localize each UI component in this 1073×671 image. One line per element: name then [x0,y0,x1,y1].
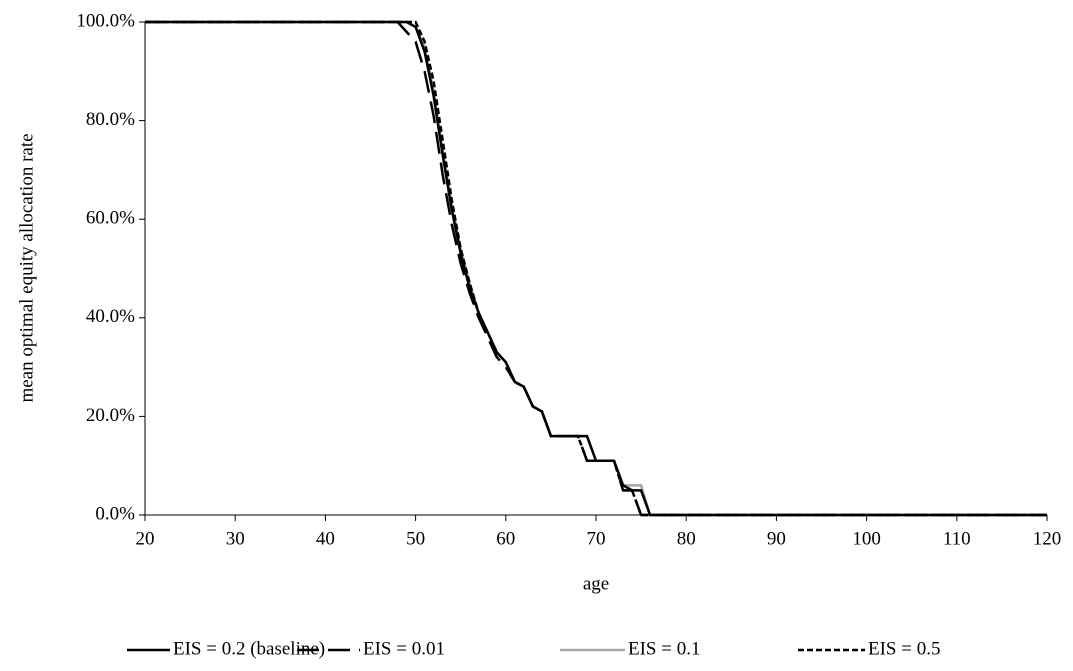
series-line [145,20,1047,517]
x-tick-label: 40 [316,528,335,549]
series-line [145,20,1047,517]
x-tick-label: 110 [943,528,971,549]
x-tick-label: 20 [136,528,155,549]
x-tick-label: 60 [496,528,515,549]
x-tick-label: 80 [677,528,696,549]
x-tick-label: 50 [406,528,425,549]
y-tick-label: 60.0% [86,208,135,229]
legend-label: EIS = 0.1 [628,638,700,659]
series-line [145,20,1047,517]
x-tick-label: 100 [852,528,881,549]
y-tick-label: 0.0% [95,503,135,524]
x-tick-label: 120 [1033,528,1062,549]
legend-label: EIS = 0.2 (baseline) [173,638,325,659]
y-tick-label: 80.0% [86,109,135,130]
legend-label: EIS = 0.01 [363,638,445,659]
y-axis-label: mean optimal equity allocation rate [16,133,37,402]
series-line [145,20,1047,517]
x-tick-label: 70 [587,528,606,549]
y-tick-label: 100.0% [76,10,135,31]
x-tick-label: 30 [226,528,245,549]
y-tick-label: 40.0% [86,306,135,327]
legend-label: EIS = 0.5 [868,638,940,659]
x-tick-label: 90 [767,528,786,549]
y-tick-label: 20.0% [86,405,135,426]
x-axis-label: age [583,573,609,594]
